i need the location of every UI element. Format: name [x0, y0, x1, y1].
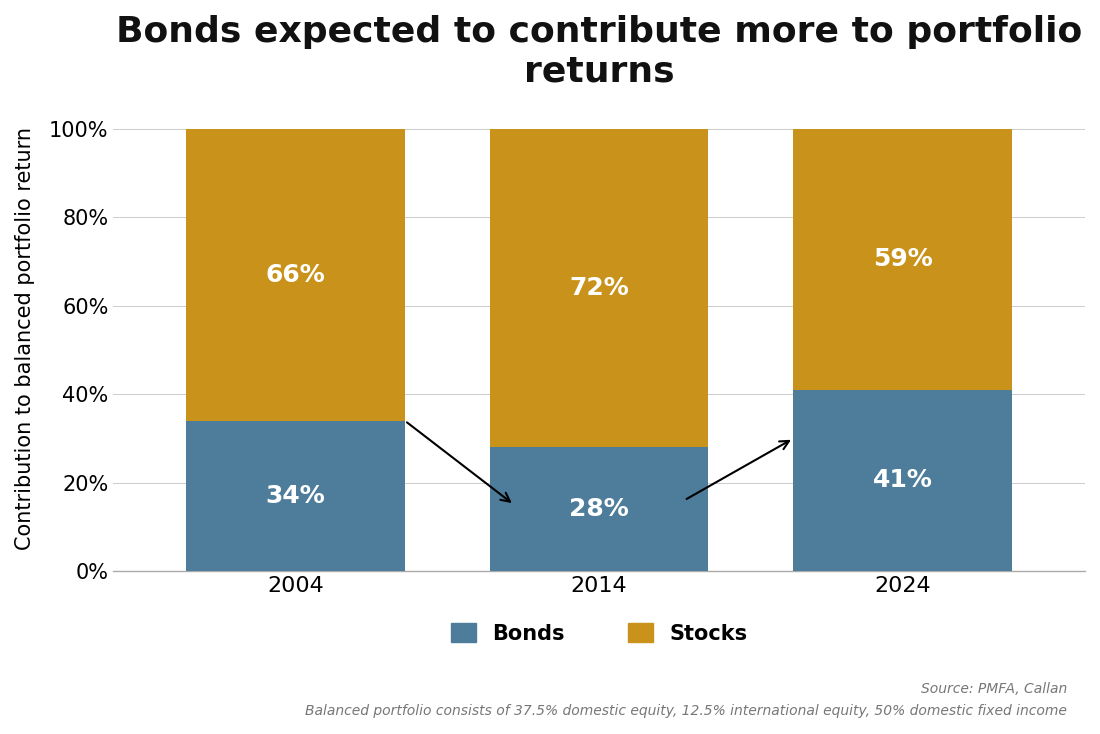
Title: Bonds expected to contribute more to portfolio
returns: Bonds expected to contribute more to por…: [116, 15, 1082, 88]
Bar: [793, 390, 1012, 571]
Text: 72%: 72%: [570, 276, 629, 300]
Legend: Bonds, Stocks: Bonds, Stocks: [451, 623, 747, 644]
Text: Source: PMFA, Callan: Source: PMFA, Callan: [921, 682, 1067, 696]
Bar: [490, 447, 708, 571]
Bar: [793, 128, 1012, 390]
Bar: [186, 128, 405, 421]
Text: 41%: 41%: [873, 468, 933, 493]
Text: 66%: 66%: [265, 263, 326, 286]
Text: Balanced portfolio consists of 37.5% domestic equity, 12.5% international equity: Balanced portfolio consists of 37.5% dom…: [305, 704, 1067, 718]
Bar: [186, 421, 405, 571]
Bar: [490, 128, 708, 447]
Y-axis label: Contribution to balanced portfolio return: Contribution to balanced portfolio retur…: [15, 127, 35, 550]
Text: 59%: 59%: [873, 247, 933, 271]
Text: 34%: 34%: [265, 484, 326, 508]
Text: 28%: 28%: [570, 497, 629, 521]
